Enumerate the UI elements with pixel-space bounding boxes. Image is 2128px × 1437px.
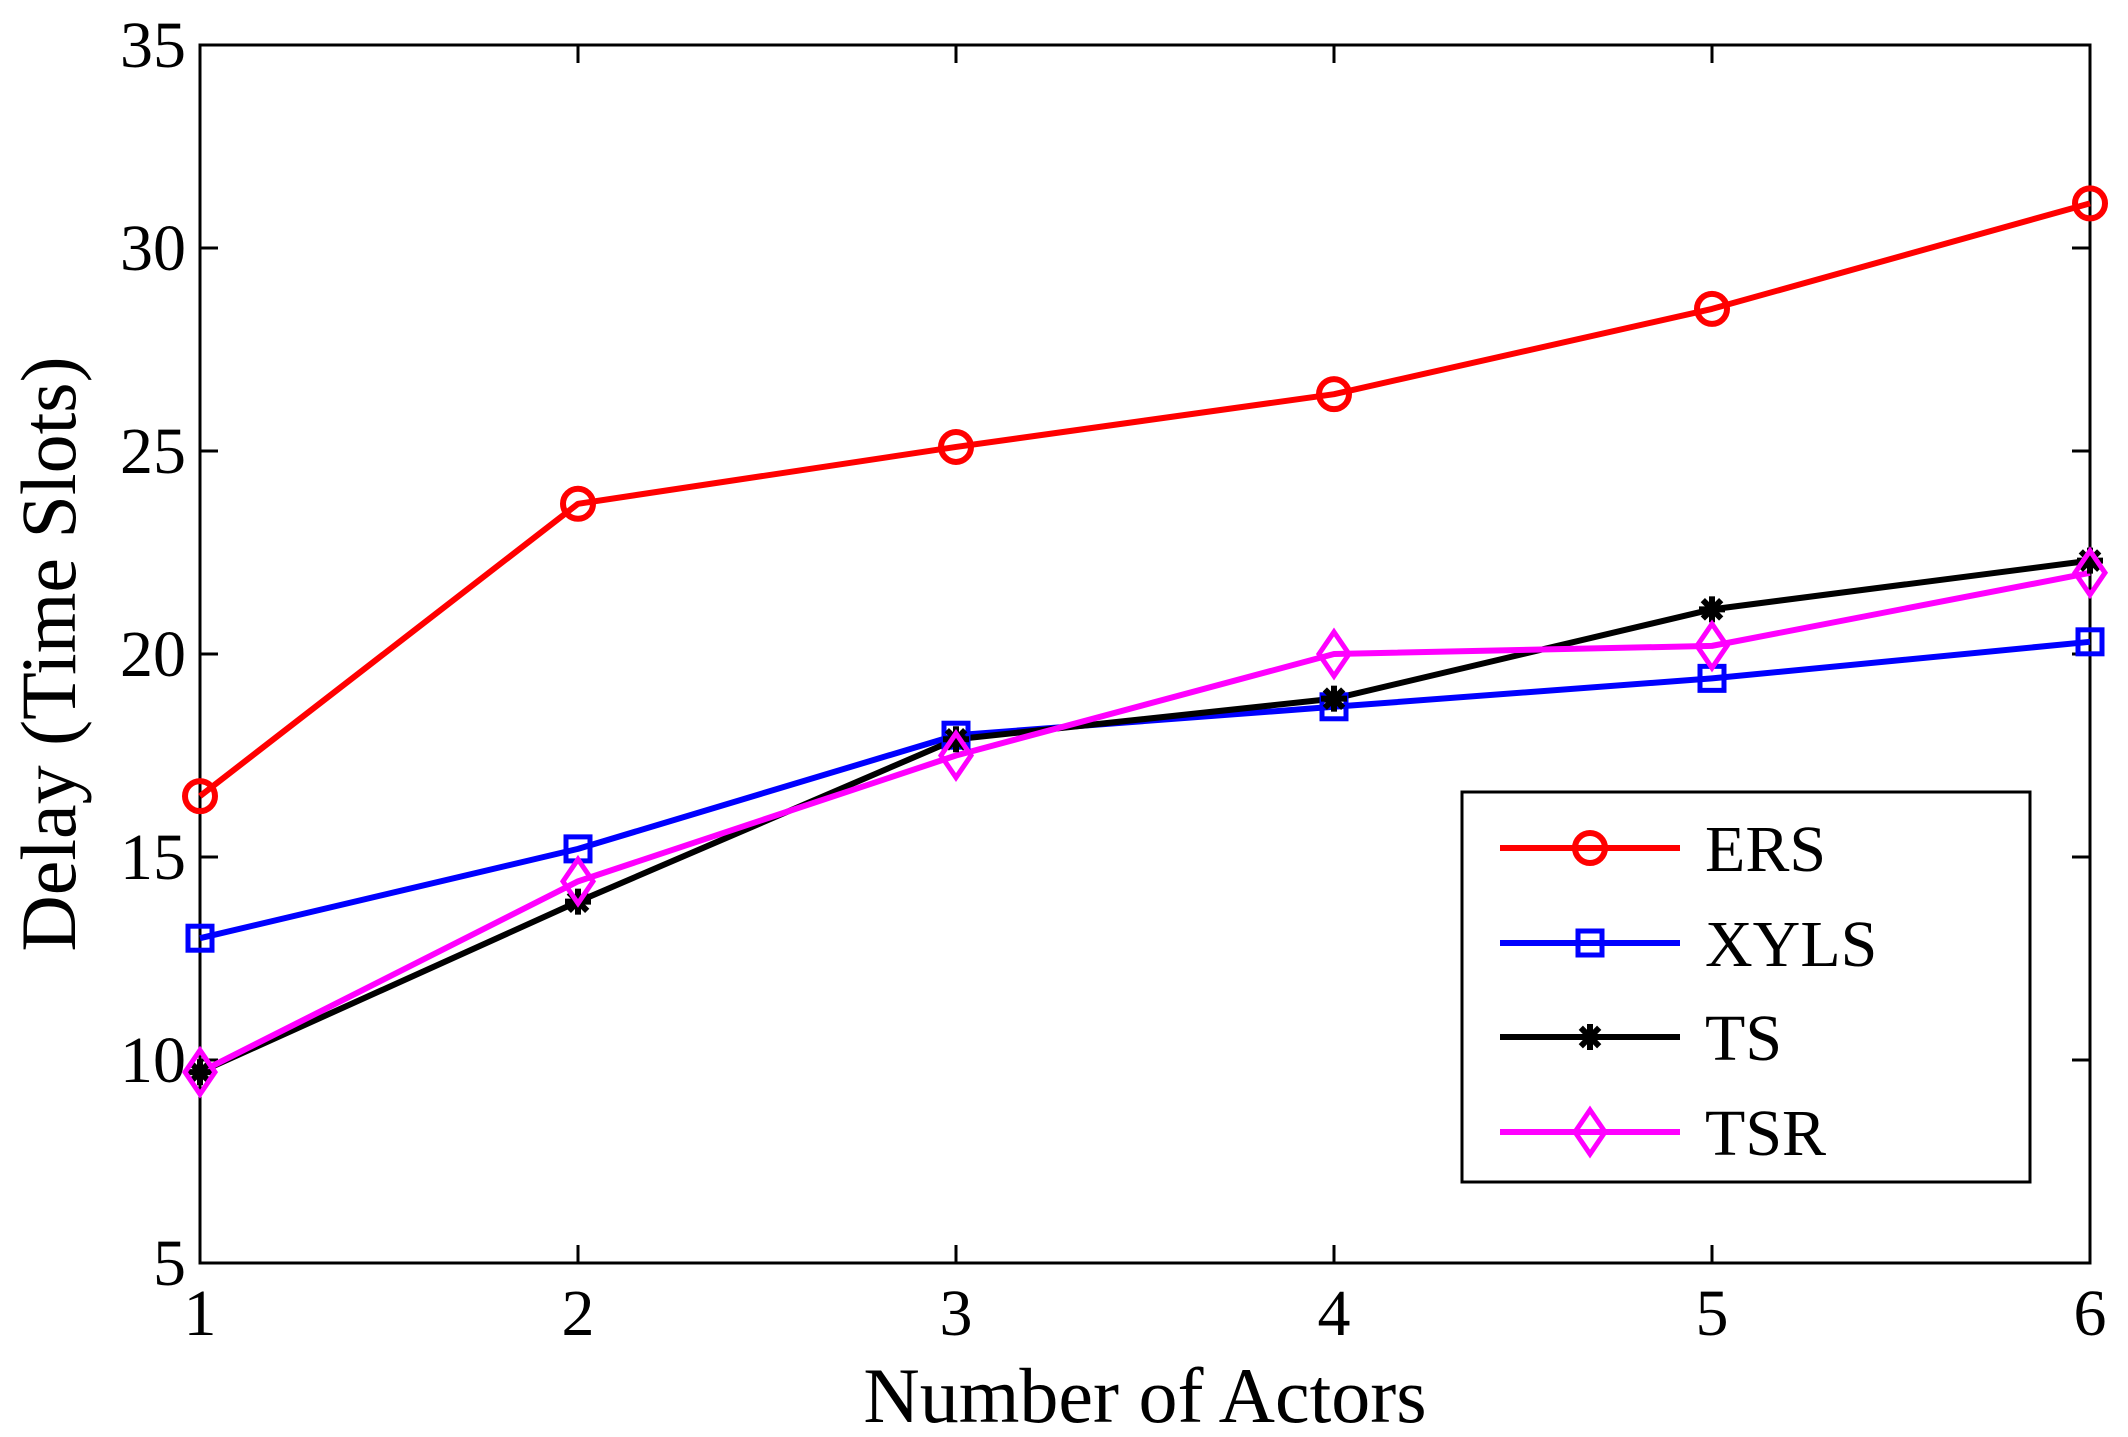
axis-ticks (198, 43, 2092, 1265)
series-line-tsr (198, 569, 2091, 1075)
y-tick-label: 15 (120, 821, 186, 894)
x-tick-label: 5 (1696, 1277, 1729, 1350)
data-point-tsr (2071, 546, 2109, 600)
data-point-ers (182, 778, 218, 815)
data-point-ts (187, 1059, 213, 1086)
x-axis-label: Number of Actors (863, 1352, 1426, 1437)
x-tick-label: 3 (940, 1277, 973, 1350)
data-point-ts (1699, 596, 1725, 623)
data-point-ts (1321, 685, 1347, 712)
legend-marker-ts (1577, 1024, 1603, 1050)
y-tick-label: 5 (153, 1227, 186, 1300)
legend-marker-tsr (1571, 1105, 1609, 1159)
data-point-tsr (559, 854, 597, 908)
legend-label-tsr: TSR (1705, 1097, 1826, 1170)
y-tick-label: 20 (120, 618, 186, 691)
data-point-tsr (937, 729, 975, 782)
series-lines (198, 200, 2091, 1075)
y-tick-label: 35 (120, 9, 186, 82)
y-tick-label: 25 (120, 415, 186, 488)
legend: ERS XYLS TS TSR (1460, 790, 2032, 1184)
legend-box (1460, 790, 2032, 1184)
legend-label-ts: TS (1705, 1002, 1782, 1075)
legend-label-ers: ERS (1705, 813, 1826, 886)
data-point-ers (560, 485, 596, 522)
data-point-ers (1694, 290, 1730, 327)
data-point-xyls (2075, 627, 2105, 657)
series-line-ts (198, 557, 2091, 1075)
x-tick-label: 6 (2074, 1277, 2107, 1350)
series-markers (181, 185, 2109, 1099)
series-line-ers (198, 200, 2091, 799)
data-point-ers (1316, 376, 1352, 413)
data-point-ers (2072, 185, 2108, 222)
x-tick-label: 4 (1318, 1277, 1351, 1350)
y-tick-label: 30 (120, 212, 186, 285)
data-point-tsr (1693, 619, 1731, 673)
y-tick-labels: 5 10 15 20 25 30 35 (120, 9, 186, 1300)
legend-marker-ers (1572, 830, 1608, 866)
data-point-tsr (1315, 627, 1353, 681)
legend-label-xyls: XYLS (1705, 908, 1877, 981)
y-axis-label: Delay (Time Slots) (5, 356, 92, 951)
y-tick-label: 10 (120, 1024, 186, 1097)
data-point-tsr (181, 1045, 219, 1099)
x-tick-label: 2 (562, 1277, 595, 1350)
x-tick-label: 1 (184, 1277, 217, 1350)
legend-marker-xyls (1575, 928, 1605, 958)
data-point-xyls (185, 923, 215, 953)
data-point-ers (938, 428, 974, 465)
x-tick-labels: 1 2 3 4 5 6 (184, 1277, 2107, 1350)
